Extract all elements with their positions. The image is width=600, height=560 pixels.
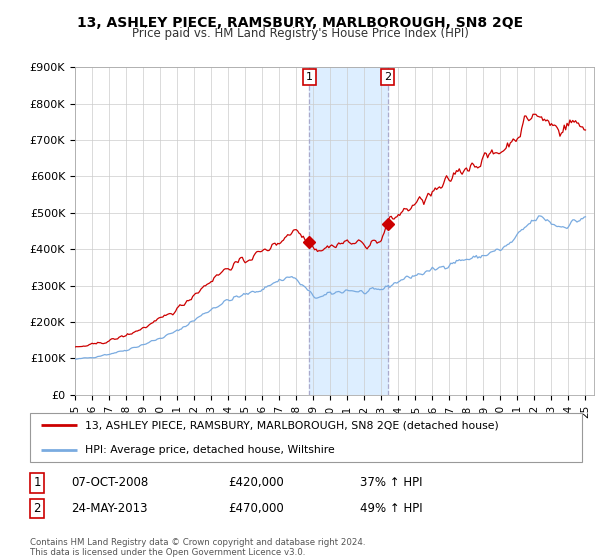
Text: 1: 1	[34, 476, 41, 489]
Text: Contains HM Land Registry data © Crown copyright and database right 2024.
This d: Contains HM Land Registry data © Crown c…	[30, 538, 365, 557]
Text: 2: 2	[34, 502, 41, 515]
Text: 2: 2	[384, 72, 391, 82]
Text: 13, ASHLEY PIECE, RAMSBURY, MARLBOROUGH, SN8 2QE: 13, ASHLEY PIECE, RAMSBURY, MARLBOROUGH,…	[77, 16, 523, 30]
FancyBboxPatch shape	[30, 413, 582, 462]
Text: 13, ASHLEY PIECE, RAMSBURY, MARLBOROUGH, SN8 2QE (detached house): 13, ASHLEY PIECE, RAMSBURY, MARLBOROUGH,…	[85, 421, 499, 431]
Text: 37% ↑ HPI: 37% ↑ HPI	[360, 476, 422, 489]
Text: Price paid vs. HM Land Registry's House Price Index (HPI): Price paid vs. HM Land Registry's House …	[131, 27, 469, 40]
Text: HPI: Average price, detached house, Wiltshire: HPI: Average price, detached house, Wilt…	[85, 445, 335, 455]
Text: £420,000: £420,000	[228, 476, 284, 489]
Bar	[310, 67, 388, 395]
Text: 07-OCT-2008: 07-OCT-2008	[71, 476, 148, 489]
Text: £470,000: £470,000	[228, 502, 284, 515]
Text: 1: 1	[306, 72, 313, 82]
Text: 24-MAY-2013: 24-MAY-2013	[71, 502, 148, 515]
Text: 49% ↑ HPI: 49% ↑ HPI	[360, 502, 422, 515]
